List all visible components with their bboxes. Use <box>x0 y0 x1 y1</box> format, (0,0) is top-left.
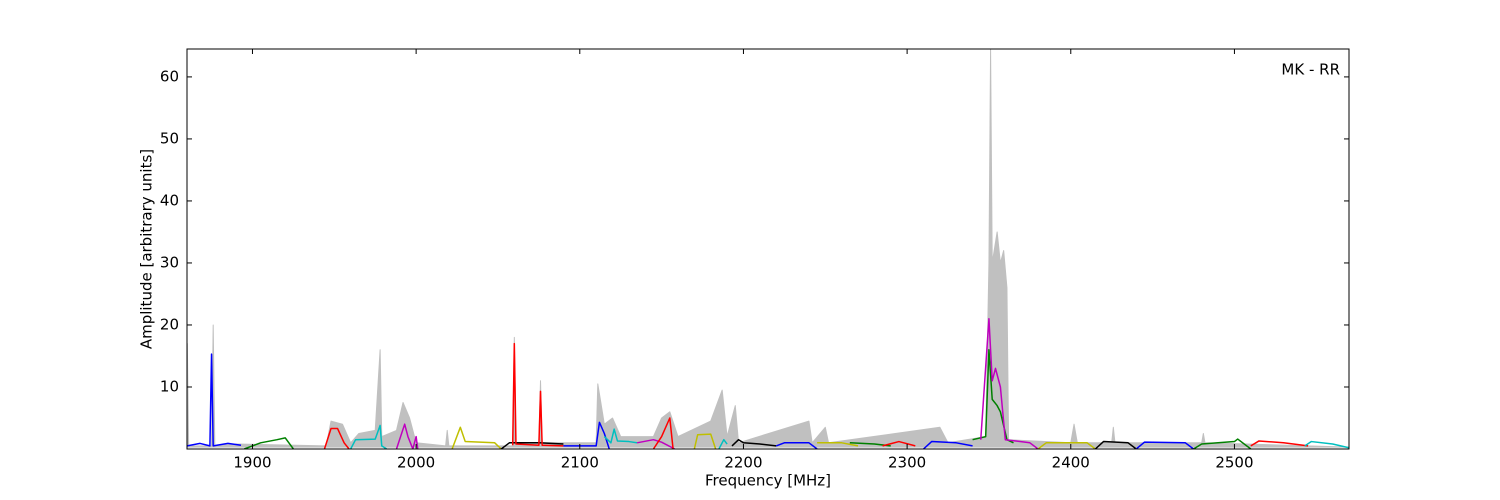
line <box>349 424 388 449</box>
y-tick-label: 30 <box>160 253 179 271</box>
x-tick-label: 2000 <box>397 454 435 472</box>
y-axis-label: Amplitude [arbitrary units] <box>138 149 156 349</box>
x-tick-label: 1900 <box>233 454 271 472</box>
y-tick-label: 40 <box>160 191 179 209</box>
line <box>395 423 419 449</box>
x-axis-label: Frequency [MHz] <box>705 472 831 490</box>
line <box>500 442 564 449</box>
plot-frame <box>186 48 1350 450</box>
y-tick-label: 10 <box>160 377 179 395</box>
line <box>652 417 674 449</box>
line <box>882 440 916 447</box>
line <box>1193 438 1252 449</box>
y-tick-label: 20 <box>160 315 179 333</box>
line <box>323 427 350 449</box>
line <box>1094 440 1137 449</box>
x-tick-label: 2400 <box>1052 454 1090 472</box>
y-tick-label: 60 <box>160 67 179 85</box>
line <box>693 433 717 449</box>
line <box>1037 442 1096 449</box>
line <box>980 318 1039 449</box>
line <box>922 440 973 449</box>
line <box>244 437 294 449</box>
line <box>718 438 728 449</box>
line <box>603 428 638 444</box>
x-tick-label: 2100 <box>561 454 599 472</box>
x-tick-label: 2300 <box>888 454 926 472</box>
line <box>817 442 859 447</box>
line <box>1250 440 1309 447</box>
line <box>451 426 502 449</box>
line <box>972 349 1014 444</box>
line <box>775 442 818 449</box>
area <box>187 49 1349 448</box>
line <box>1304 440 1349 449</box>
line <box>731 438 777 447</box>
annotation: MK - RR <box>1281 61 1340 79</box>
line <box>511 342 564 447</box>
plot-area <box>187 49 1349 449</box>
line <box>1135 441 1194 449</box>
x-tick-label: 2200 <box>724 454 762 472</box>
y-tick-label: 50 <box>160 129 179 147</box>
line <box>636 438 676 449</box>
line <box>187 353 242 447</box>
x-tick-label: 2500 <box>1215 454 1253 472</box>
